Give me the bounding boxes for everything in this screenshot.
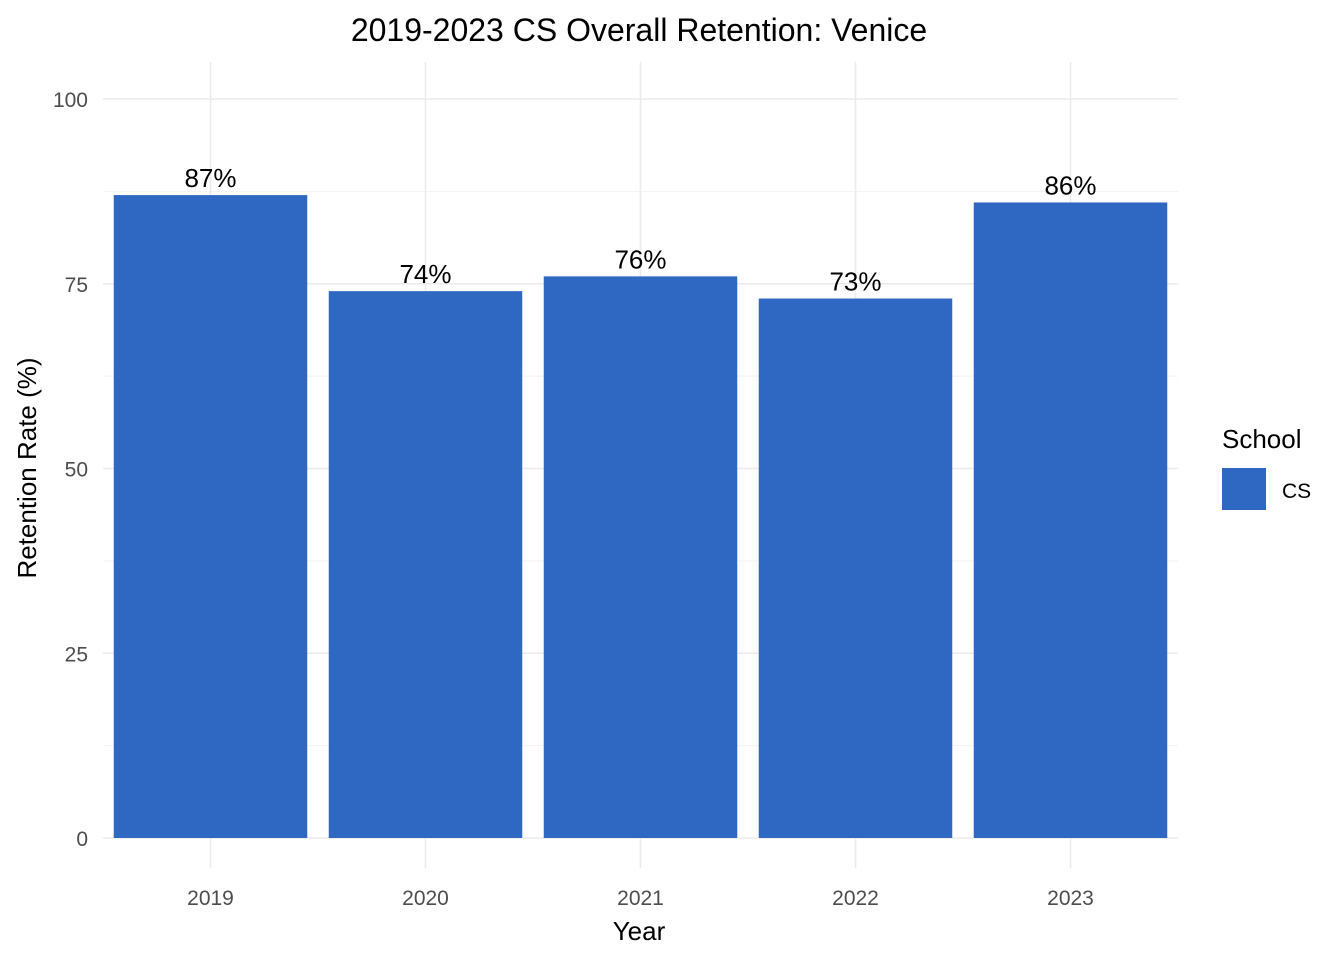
- x-tick-label: 2019: [187, 887, 234, 910]
- data-label-2019: 87%: [184, 163, 236, 193]
- data-label-2023: 86%: [1044, 170, 1096, 200]
- x-axis-ticks: 2019 2020 2021 2022 2023: [187, 887, 1094, 910]
- y-tick-label: 50: [65, 459, 88, 482]
- bar-2023: [973, 202, 1168, 838]
- x-tick-label: 2022: [832, 887, 879, 910]
- legend-swatch-cs: [1222, 468, 1266, 510]
- data-label-2020: 74%: [399, 259, 451, 289]
- chart-title: 2019-2023 CS Overall Retention: Venice: [351, 12, 927, 48]
- bar-2019: [113, 195, 308, 838]
- bar-2020: [328, 291, 523, 838]
- legend-title: School: [1222, 424, 1302, 454]
- y-tick-label: 0: [76, 828, 88, 851]
- x-axis-title: Year: [613, 916, 666, 946]
- data-labels: 87% 74% 76% 73% 86%: [184, 163, 1096, 296]
- y-tick-label: 100: [53, 89, 88, 112]
- y-axis-title: Retention Rate (%): [12, 357, 42, 578]
- bar-2021: [543, 276, 738, 838]
- y-tick-label: 75: [65, 274, 88, 297]
- x-tick-label: 2023: [1047, 887, 1094, 910]
- bars: [113, 195, 1168, 838]
- x-tick-label: 2021: [617, 887, 664, 910]
- legend: School CS: [1222, 424, 1311, 510]
- data-label-2021: 76%: [614, 244, 666, 274]
- x-tick-label: 2020: [402, 887, 449, 910]
- legend-label-cs: CS: [1282, 480, 1311, 503]
- bar-2022: [758, 298, 953, 838]
- data-label-2022: 73%: [829, 267, 881, 297]
- y-tick-label: 25: [65, 643, 88, 666]
- y-axis-ticks: 0 25 50 75 100: [53, 89, 88, 851]
